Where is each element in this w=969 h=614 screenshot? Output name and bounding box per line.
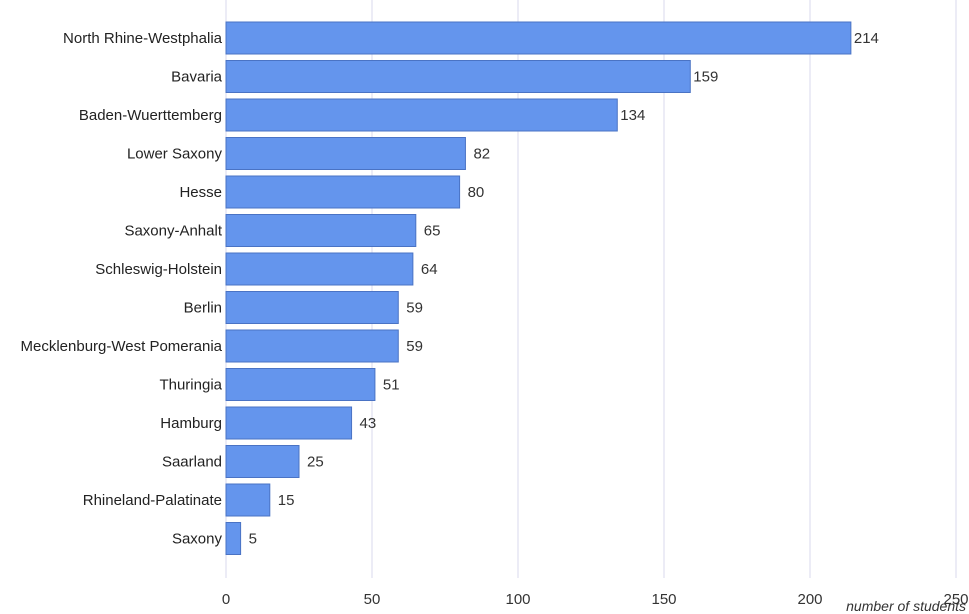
category-label: Saxony bbox=[172, 531, 223, 548]
bar-value-label: 43 bbox=[360, 415, 377, 432]
x-axis-title: number of students bbox=[846, 598, 966, 614]
x-tick-label: 200 bbox=[797, 591, 822, 608]
bar-value-label: 25 bbox=[307, 454, 324, 471]
category-label: Bavaria bbox=[171, 69, 223, 86]
bar bbox=[225, 522, 242, 555]
bar bbox=[225, 98, 618, 132]
category-label: Rhineland-Palatinate bbox=[83, 492, 222, 509]
bar bbox=[225, 137, 466, 170]
x-tick-label: 250 bbox=[943, 591, 968, 608]
category-label: Berlin bbox=[184, 300, 222, 317]
category-label: Lower Saxony bbox=[127, 146, 223, 163]
grid-lines bbox=[225, 0, 957, 578]
bar-value-label: 214 bbox=[854, 30, 879, 47]
bar bbox=[225, 406, 353, 440]
bar-value-label: 80 bbox=[468, 184, 485, 201]
bar bbox=[225, 21, 852, 55]
bar-value-label: 59 bbox=[406, 300, 423, 317]
x-tick-label: 0 bbox=[222, 591, 230, 608]
x-tick-labels: 0 50 100 150 200 250 bbox=[222, 591, 969, 608]
bar bbox=[225, 214, 417, 247]
bar-value-label: 159 bbox=[693, 69, 718, 86]
bar-value-label: 15 bbox=[278, 492, 295, 509]
bars bbox=[225, 21, 852, 555]
bar bbox=[225, 60, 691, 93]
bar-value-label: 82 bbox=[473, 146, 490, 163]
bar-value-label: 65 bbox=[424, 223, 441, 240]
bar-value-label: 64 bbox=[421, 261, 438, 278]
category-label: Thuringia bbox=[159, 377, 222, 394]
category-label: North Rhine-Westphalia bbox=[63, 30, 223, 47]
x-tick-label: 50 bbox=[364, 591, 381, 608]
category-label: Saxony-Anhalt bbox=[124, 223, 222, 240]
category-label: Baden-Wuerttemberg bbox=[79, 107, 222, 124]
bar bbox=[225, 291, 399, 324]
category-label: Mecklenburg-West Pomerania bbox=[21, 338, 223, 355]
bar bbox=[225, 368, 376, 401]
category-labels: North Rhine-Westphalia Bavaria Baden-Wuert… bbox=[21, 30, 223, 548]
bar bbox=[225, 445, 300, 478]
bar-value-label: 134 bbox=[620, 107, 645, 124]
category-label: Hesse bbox=[179, 184, 222, 201]
bar-value-label: 51 bbox=[383, 377, 400, 394]
bar bbox=[225, 175, 461, 209]
value-labels: 214 159 134 82 80 65 64 59 59 51 43 25 15 5 bbox=[249, 30, 879, 548]
bar-value-label: 5 bbox=[249, 531, 257, 548]
bar-value-label: 59 bbox=[406, 338, 423, 355]
bar bbox=[225, 252, 414, 286]
x-tick-label: 150 bbox=[651, 591, 676, 608]
category-label: Hamburg bbox=[160, 415, 222, 432]
category-label: Schleswig-Holstein bbox=[95, 261, 222, 278]
category-label: Saarland bbox=[162, 454, 222, 471]
bar bbox=[225, 483, 271, 517]
x-tick-label: 100 bbox=[505, 591, 530, 608]
bar bbox=[225, 329, 399, 363]
